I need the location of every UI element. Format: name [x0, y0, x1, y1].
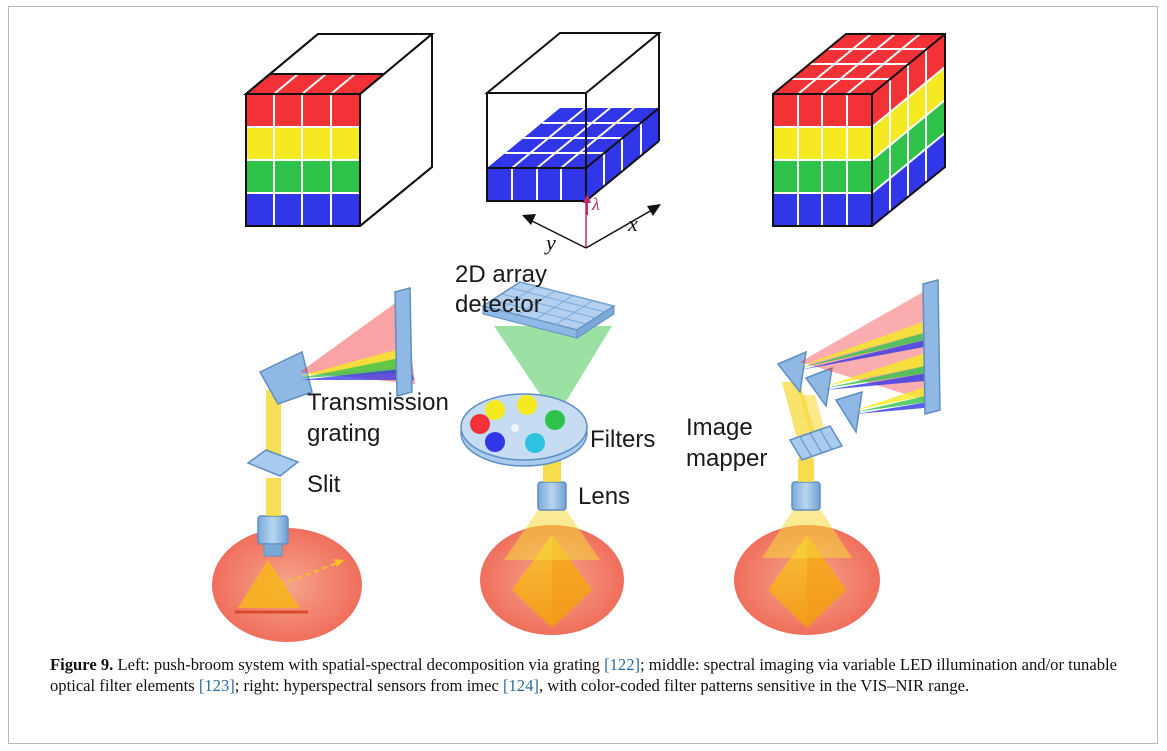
reference-link-123[interactable]: [123] [198, 676, 235, 695]
image-mapper-label-1: Image [686, 414, 753, 441]
detector-right [922, 279, 941, 415]
objective-left [257, 515, 289, 545]
filter-blue [485, 432, 505, 452]
caption-text-3: ; right: hyperspectral sensors from imec [234, 676, 503, 695]
image-mapper-label-2: mapper [686, 445, 767, 472]
axis-lambda-label: λ [591, 194, 600, 214]
caption-text-2: ; middle: spectral imaging via variable … [50, 655, 1117, 695]
slit-plate [246, 449, 300, 477]
x-axis-arrow-icon [647, 204, 661, 216]
axis-y-label: y [544, 230, 556, 255]
filter-red [470, 414, 490, 434]
sample-left [212, 528, 362, 642]
filter-system: 2D array detector Filters Lens [455, 261, 655, 635]
prism-2 [804, 366, 833, 408]
cube-middle: y x λ [484, 32, 662, 255]
cube-left [243, 33, 435, 227]
filter-yellow [485, 400, 505, 420]
lambda-axis-arrow-icon [583, 194, 591, 203]
caption-text-4: , with color-coded filter patterns sensi… [538, 676, 970, 695]
detector-label-1: 2D array [455, 261, 547, 288]
slit-label: Slit [307, 471, 341, 498]
caption-text-1: Left: push-broom system with spatial-spe… [113, 655, 605, 674]
axis-x-label: x [627, 211, 638, 236]
detector-label-2: detector [455, 291, 542, 318]
filter-green [545, 410, 565, 430]
reference-link-122[interactable]: [122] [604, 655, 641, 674]
prism-3 [834, 390, 863, 435]
figure-diagram: y x λ [212, 32, 946, 642]
filters-label: Filters [590, 426, 655, 453]
prism-1 [776, 350, 807, 394]
lens-middle [537, 481, 567, 511]
cube-right [772, 33, 946, 227]
detector-left [394, 287, 413, 397]
figure-caption: Figure 9. Left: push-broom system with s… [50, 654, 1130, 696]
y-axis-arrow-icon [522, 214, 536, 225]
objective-right [791, 481, 821, 511]
filter-cyan [525, 433, 545, 453]
pushbroom-system: Transmission grating Slit [212, 287, 449, 642]
transmission-grating-label-2: grating [307, 420, 380, 447]
transmission-grating [258, 350, 313, 405]
transmission-grating-label-1: Transmission [307, 389, 449, 416]
reference-link-124[interactable]: [124] [502, 676, 539, 695]
figure-label: Figure 9. [50, 655, 114, 674]
image-mapper-system: Image mapper [686, 279, 941, 635]
lens-label: Lens [578, 483, 630, 510]
